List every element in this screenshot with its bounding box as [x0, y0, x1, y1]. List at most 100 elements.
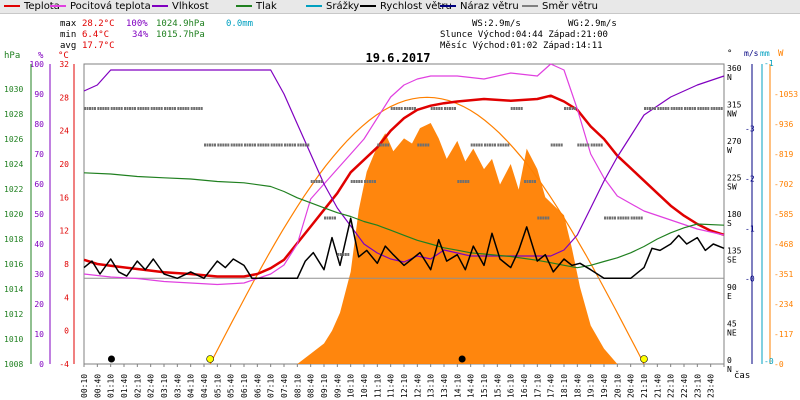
x-tick-label: 06:40	[253, 374, 262, 398]
wind-direction-point	[182, 107, 185, 110]
x-tick-label: 14:10	[453, 374, 462, 398]
wind-direction-point	[246, 143, 249, 147]
legend-label: Pocitová teplota	[70, 1, 151, 12]
wind-direction-point	[598, 143, 601, 147]
legend-item: Srážky	[306, 1, 359, 12]
wind-direction-point	[417, 143, 420, 147]
wind-direction-point	[344, 253, 347, 256]
pressure-tick-label: 1022	[4, 185, 23, 194]
wind-direction-point	[169, 107, 171, 110]
stat-max-label: max	[60, 19, 77, 29]
wind-direction-point	[673, 107, 676, 110]
wind-direction-tick-label: S	[727, 219, 732, 228]
x-tick-label: 23:10	[693, 374, 702, 398]
x-tick-label: 15:40	[493, 374, 502, 398]
wind-direction-point	[451, 107, 454, 110]
legend-swatch	[306, 5, 322, 7]
wind-direction-point	[515, 107, 518, 110]
x-tick-label: 11:40	[387, 374, 396, 398]
wind-direction-point	[622, 216, 625, 220]
humidity-tick-label: 40	[34, 240, 44, 249]
humidity-tick-label: 100	[30, 60, 45, 69]
wind-direction-point	[171, 107, 174, 110]
solar-area	[84, 123, 724, 364]
wind-direction-point	[715, 107, 718, 110]
wind-direction-point	[209, 143, 211, 147]
legend-item: Náraz větru	[440, 1, 519, 12]
legend-item: Směr větru	[522, 1, 598, 12]
wind-direction-point	[131, 107, 134, 110]
wind-direction-point	[267, 143, 270, 147]
wind-direction-point	[377, 143, 380, 147]
pressure-tick-label: 1010	[4, 335, 23, 344]
wind-direction-point	[184, 107, 187, 110]
legend-swatch	[4, 5, 20, 7]
chart-title: 19.6.2017	[365, 51, 430, 65]
wind-direction-point	[289, 143, 291, 147]
wind-direction-point	[475, 143, 478, 147]
sunset-marker	[640, 355, 648, 363]
wind-direction-point	[291, 143, 294, 147]
wind-direction-point	[393, 107, 396, 110]
wind-direction-point	[427, 143, 430, 147]
wind-direction-point	[604, 216, 606, 220]
wind-direction-point	[86, 107, 89, 110]
wind-direction-point	[478, 143, 481, 147]
wind-direction-point	[390, 107, 393, 110]
wind-direction-tick-value: 90	[727, 283, 737, 292]
x-tick-label: 02:10	[133, 374, 142, 398]
x-tick-label: 19:10	[587, 374, 596, 398]
wind-direction-point	[640, 216, 643, 220]
wind-direction-point	[129, 107, 131, 110]
wind-direction-point	[324, 216, 326, 220]
wind-direction-point	[97, 107, 100, 110]
stat-max-rain: 0.0mm	[226, 19, 254, 29]
pressure-tick-label: 1030	[4, 85, 23, 94]
wind-direction-point	[569, 107, 571, 110]
series-line	[83, 69, 725, 263]
wind-direction-point	[699, 107, 702, 110]
wind-direction-point	[659, 107, 662, 110]
wind-direction-point	[286, 143, 289, 147]
wind-direction-tick-label: N	[727, 73, 732, 82]
legend-item: Teplota	[4, 1, 60, 12]
wind-direction-point	[430, 107, 433, 110]
wind-direction-point	[84, 107, 86, 110]
wind-direction-point	[91, 107, 94, 110]
wind-direction-point	[662, 107, 665, 110]
wind-direction-point	[404, 107, 406, 110]
solar-tick-label: -819	[774, 150, 793, 159]
legend-label: Teplota	[24, 1, 60, 12]
wind-direction-point	[89, 107, 91, 110]
legend-bar: Teplota Pocitová teplota Vlhkost Tlak Srážky…	[0, 0, 800, 14]
wind-direction-point	[539, 216, 542, 220]
wind-direction-point	[118, 107, 121, 110]
humidity-tick-label: 60	[34, 180, 44, 189]
x-tick-label: 00:40	[93, 374, 102, 398]
wind-direction-point	[299, 143, 302, 147]
legend-item: Rychlost větru	[360, 1, 452, 12]
wind-direction-point	[675, 107, 678, 110]
wind-direction-point	[374, 180, 376, 183]
wind-direction-point	[480, 143, 483, 147]
pressure-tick-label: 1018	[4, 235, 23, 244]
legend-item: Pocitová teplota	[50, 1, 151, 12]
wind-direction-point	[600, 143, 603, 147]
series-line	[83, 94, 725, 278]
wind-direction-point	[313, 180, 316, 183]
humidity-tick-label: 50	[34, 210, 44, 219]
wind-direction-axis-label: °	[727, 49, 732, 59]
wind-direction-point	[651, 107, 654, 110]
wind-direction-point	[502, 143, 505, 147]
wind-direction-point	[649, 107, 651, 110]
temperature-tick-label: 0	[64, 327, 69, 336]
wind-direction-point	[694, 107, 696, 110]
wind-direction-point	[422, 143, 425, 147]
wind-direction-point	[638, 216, 641, 220]
wind-direction-point	[542, 216, 545, 220]
wind-direction-point	[99, 107, 102, 110]
wind-direction-tick-label: NW	[727, 110, 737, 119]
x-tick-label: 10:40	[360, 374, 369, 398]
